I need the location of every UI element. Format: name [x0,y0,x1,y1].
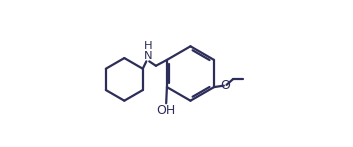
Text: O: O [220,79,230,92]
Text: OH: OH [156,104,176,117]
Text: H
N: H N [143,41,152,61]
